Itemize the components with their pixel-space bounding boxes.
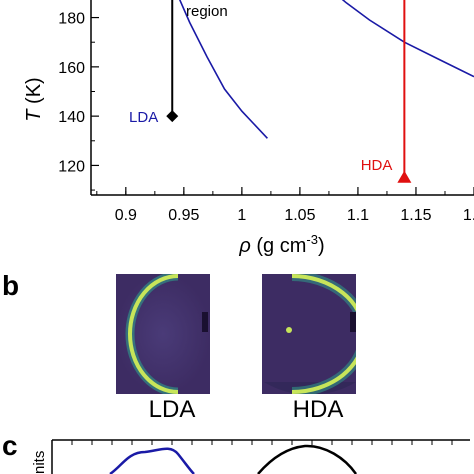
x-tick-label: 1.15 bbox=[400, 207, 431, 224]
x-tick-label: 1 bbox=[237, 207, 246, 224]
lda-diffraction-image bbox=[116, 274, 210, 394]
triangle-marker bbox=[397, 170, 412, 183]
panel-c-ylabel: nits bbox=[31, 451, 48, 474]
diamond-marker bbox=[166, 110, 179, 123]
y-tick-label: 140 bbox=[58, 109, 85, 126]
series-line-0 bbox=[178, 0, 268, 139]
y-tick-label: 160 bbox=[58, 60, 85, 77]
panel-b-label: b bbox=[2, 270, 20, 301]
hda-image-label: HDA bbox=[292, 396, 344, 423]
panel-c-ticks bbox=[71, 440, 453, 445]
y-tick-label: 180 bbox=[58, 11, 85, 28]
y-tick-label: 120 bbox=[58, 158, 85, 175]
series-line-1 bbox=[341, 0, 474, 78]
x-tick-label: 1.05 bbox=[284, 207, 315, 224]
panel-c-plot: nits bbox=[31, 439, 470, 474]
panel-c-hda-curve bbox=[257, 444, 358, 474]
x-tick-label: 1.1 bbox=[347, 207, 369, 224]
x-tick-label: 0.95 bbox=[168, 207, 199, 224]
lda-image-label: LDA bbox=[148, 396, 196, 423]
hda-diffraction-image bbox=[262, 274, 356, 394]
marker-label-lda: LDA bbox=[129, 109, 158, 126]
panel-c-label: c bbox=[2, 430, 18, 461]
density-temperature-chart: 0.9 0.95 1 1.05 1.1 1.15 1.2 120 140 160 180 ρ (g c… bbox=[23, 0, 474, 257]
x-tick-label: 0.9 bbox=[115, 207, 137, 224]
panel-c-lda-curve bbox=[109, 447, 195, 474]
x-axis-label: ρ (g cm-3) bbox=[238, 232, 324, 257]
x-tick-label: 1.2 bbox=[463, 207, 474, 224]
region-annotation: region bbox=[186, 3, 228, 20]
y-axis-label: T (K) bbox=[23, 77, 45, 121]
marker-label-hda: HDA bbox=[361, 157, 393, 174]
